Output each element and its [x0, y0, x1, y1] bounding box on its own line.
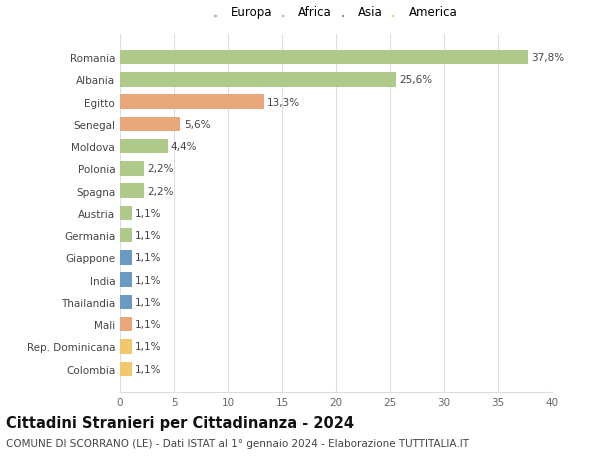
Text: 1,1%: 1,1%: [135, 275, 161, 285]
Bar: [120, 362, 132, 376]
Bar: [120, 118, 181, 132]
Text: 37,8%: 37,8%: [532, 53, 565, 63]
Bar: [120, 251, 132, 265]
Text: Cittadini Stranieri per Cittadinanza - 2024: Cittadini Stranieri per Cittadinanza - 2…: [6, 415, 354, 431]
Bar: [120, 229, 132, 243]
Text: 13,3%: 13,3%: [267, 97, 300, 107]
Text: 2,2%: 2,2%: [147, 186, 173, 196]
Text: 1,1%: 1,1%: [135, 231, 161, 241]
Text: 1,1%: 1,1%: [135, 364, 161, 374]
Bar: [120, 95, 263, 110]
Legend: Europa, Africa, Asia, America: Europa, Africa, Asia, America: [212, 4, 460, 22]
Bar: [120, 206, 132, 221]
Text: 25,6%: 25,6%: [400, 75, 433, 85]
Text: 5,6%: 5,6%: [184, 120, 210, 129]
Bar: [120, 273, 132, 287]
Bar: [120, 317, 132, 332]
Text: 4,4%: 4,4%: [171, 142, 197, 152]
Text: 1,1%: 1,1%: [135, 297, 161, 307]
Text: 1,1%: 1,1%: [135, 319, 161, 330]
Text: 1,1%: 1,1%: [135, 342, 161, 352]
Bar: [120, 184, 144, 198]
Text: 2,2%: 2,2%: [147, 164, 173, 174]
Bar: [120, 295, 132, 309]
Text: 1,1%: 1,1%: [135, 253, 161, 263]
Bar: [120, 140, 167, 154]
Bar: [120, 50, 528, 65]
Text: 1,1%: 1,1%: [135, 208, 161, 218]
Text: COMUNE DI SCORRANO (LE) - Dati ISTAT al 1° gennaio 2024 - Elaborazione TUTTITALI: COMUNE DI SCORRANO (LE) - Dati ISTAT al …: [6, 438, 469, 448]
Bar: [120, 73, 397, 87]
Bar: [120, 162, 144, 176]
Bar: [120, 340, 132, 354]
